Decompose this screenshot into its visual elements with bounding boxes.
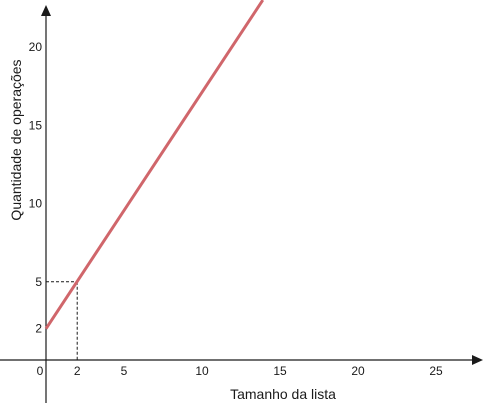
y-tick-label-2: 2 (35, 322, 42, 336)
y-axis-arrowhead (41, 5, 51, 16)
x-axis-title: Tamanho da lista (230, 386, 336, 402)
y-tick-label-10: 10 (29, 197, 43, 211)
x-tick-label-25: 25 (429, 364, 443, 378)
x-tick-label-5: 5 (121, 364, 128, 378)
y-tick-label-5: 5 (35, 275, 42, 289)
guide-lines (46, 281, 78, 360)
x-tick-label-20: 20 (351, 364, 365, 378)
data-line-0 (44, 0, 265, 330)
x-tick-label-10: 10 (195, 364, 209, 378)
x-axis-arrowhead (472, 355, 483, 365)
data-line-group (44, 0, 265, 330)
x-tick-label-2: 2 (74, 364, 81, 378)
x-tick-label-15: 15 (273, 364, 287, 378)
axes (0, 5, 483, 403)
y-tick-label-20: 20 (29, 40, 43, 54)
origin-label: 0 (37, 364, 44, 378)
y-axis-title: Quantidade de operações (8, 59, 24, 220)
y-tick-label-15: 15 (29, 118, 43, 132)
